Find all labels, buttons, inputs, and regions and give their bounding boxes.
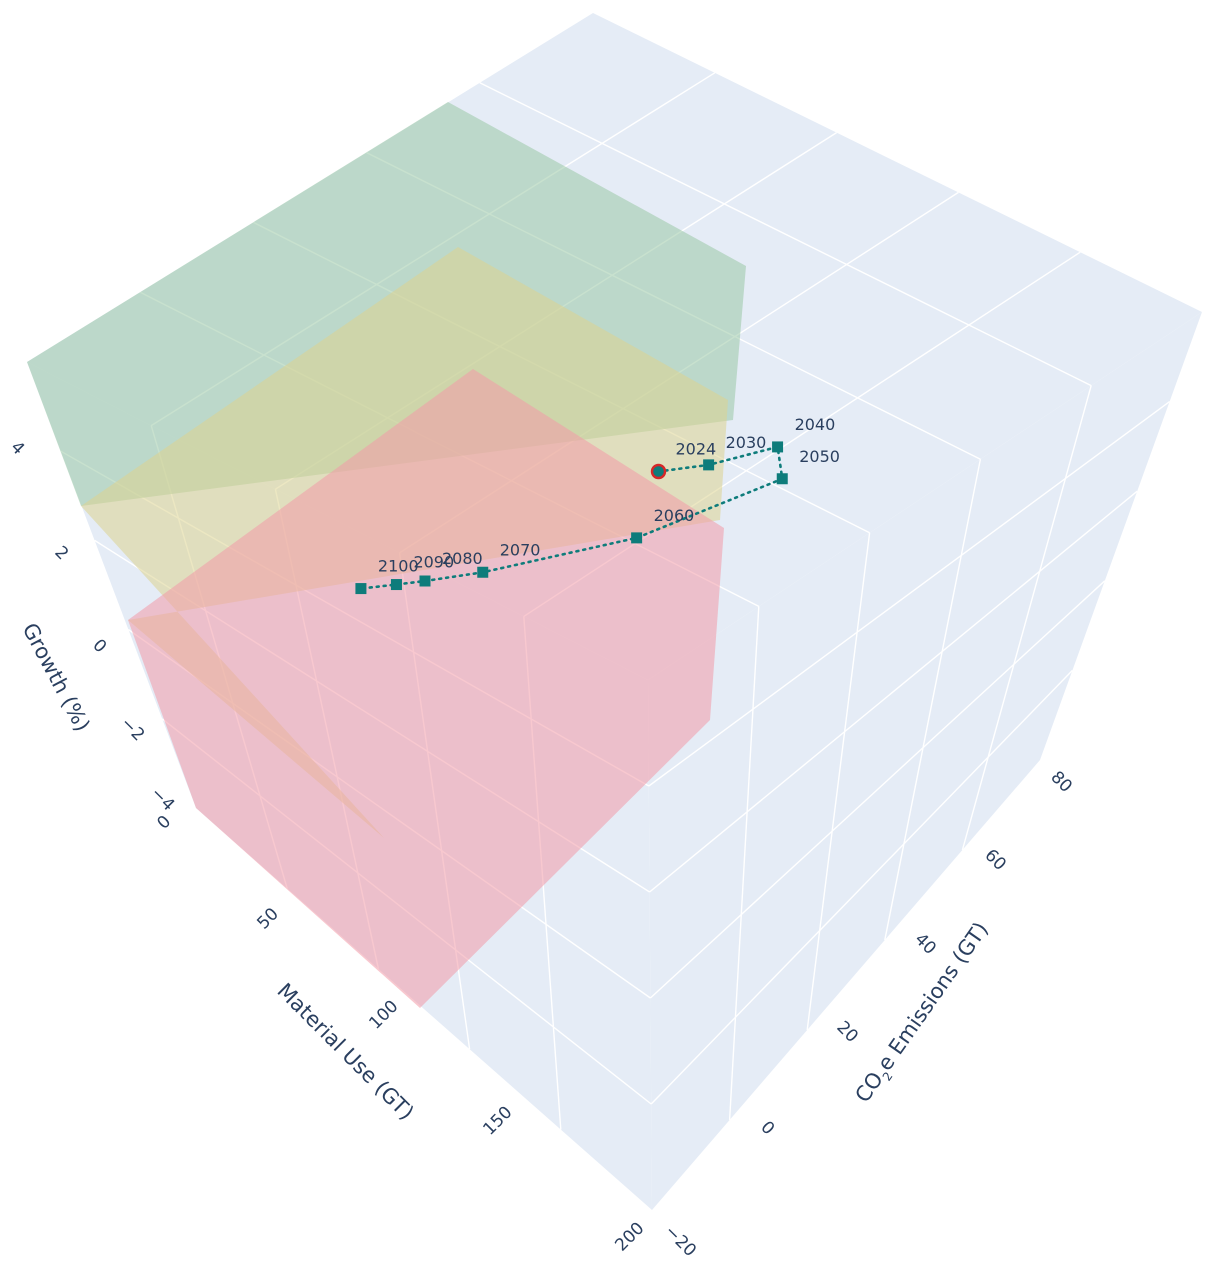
gridline: [648, 401, 1171, 787]
year-label: 2080: [442, 549, 483, 568]
z-tick: −4: [146, 783, 178, 815]
z-axis-title: Growth (%): [18, 619, 95, 735]
z-tick: −2: [116, 713, 148, 745]
series-points: [355, 441, 788, 595]
z-tick: 4: [6, 437, 28, 459]
year-label: 2024: [676, 440, 717, 459]
gridline: [649, 490, 1138, 893]
x-tick: 200: [611, 1218, 648, 1255]
year-label: 2060: [654, 506, 695, 525]
gridline: [649, 580, 1106, 999]
x-tick: 0: [153, 812, 175, 834]
x-tick: 100: [365, 996, 402, 1033]
year-label: 2070: [500, 540, 541, 559]
series-line: [359, 445, 784, 590]
data-point-marker[interactable]: [703, 459, 715, 471]
gridline: [728, 606, 760, 1121]
zone-red-face: [128, 369, 724, 1008]
y-tick: 40: [910, 929, 939, 958]
start-point-marker[interactable]: [650, 463, 667, 480]
year-label: 2040: [795, 415, 836, 434]
x-axis-title: Material Use (GT): [272, 979, 418, 1125]
y-tick: 60: [980, 845, 1009, 874]
data-point-marker[interactable]: [631, 532, 643, 544]
year-label: 2090: [413, 553, 454, 572]
gridline: [479, 82, 1092, 387]
data-point-marker[interactable]: [355, 583, 367, 595]
year-label: 2100: [378, 557, 419, 576]
y-tick: −20: [660, 1221, 700, 1261]
data-point-marker[interactable]: [390, 579, 402, 591]
z-tick: 0: [88, 635, 110, 657]
z-tick: 2: [50, 542, 72, 564]
data-point-marker[interactable]: [776, 473, 788, 485]
y-tick: 0: [756, 1117, 778, 1139]
data-point-marker[interactable]: [477, 566, 489, 578]
side-wall-pane: [648, 312, 1202, 1210]
y-tick: 80: [1046, 767, 1075, 796]
gridline: [806, 532, 871, 1031]
year-label: 2050: [799, 447, 840, 466]
zone-red: [128, 369, 724, 1008]
gridline: [650, 669, 1073, 1105]
gridline: [961, 385, 1092, 851]
x-tick: 50: [253, 904, 282, 933]
x-tick: 150: [479, 1102, 516, 1139]
year-label: 2030: [726, 433, 767, 452]
data-point-marker[interactable]: [772, 441, 784, 453]
y-tick: 20: [832, 1017, 861, 1046]
data-point-marker[interactable]: [419, 575, 431, 587]
gridline: [884, 459, 982, 941]
